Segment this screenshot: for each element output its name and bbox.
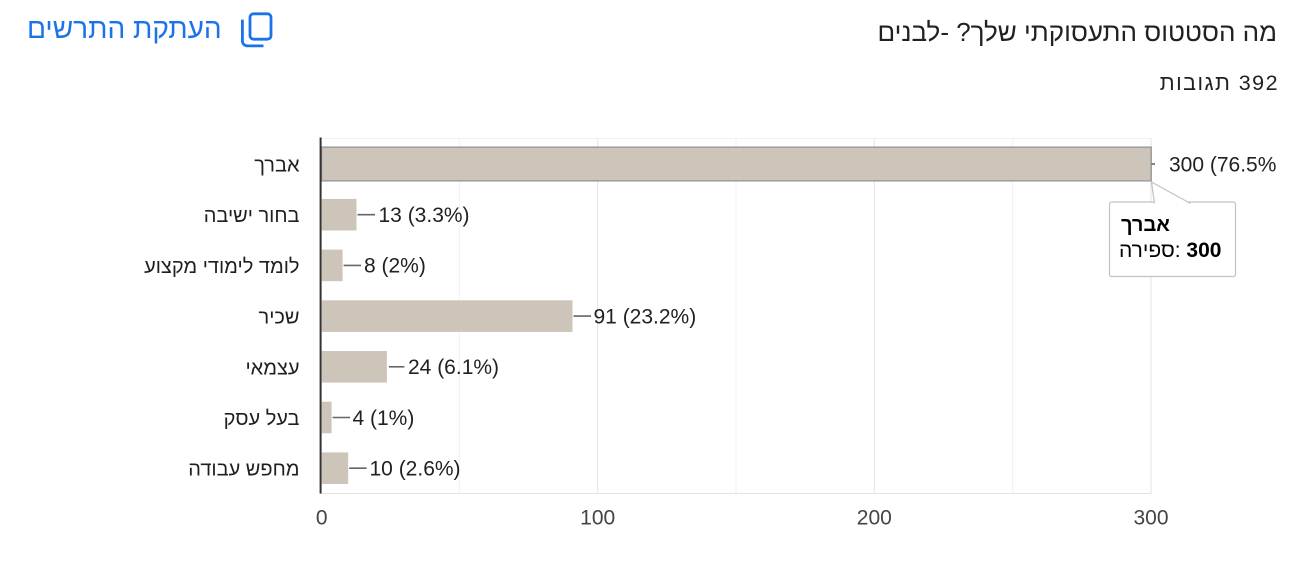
svg-text:בעל עסק: בעל עסק: [224, 408, 300, 430]
svg-text:מחפש עבודה: מחפש עבודה: [188, 459, 299, 481]
svg-text:0: 0: [316, 507, 328, 530]
svg-text:8 (2%): 8 (2%): [364, 255, 426, 278]
svg-text:אברך: אברך: [254, 155, 300, 177]
svg-text:בחור ישיבה: בחור ישיבה: [204, 205, 300, 227]
svg-text:שכיר: שכיר: [259, 307, 300, 329]
svg-text:24 (6.1%): 24 (6.1%): [408, 356, 499, 379]
svg-text:לומד לימודי מקצוע: לומד לימודי מקצוע: [144, 256, 299, 278]
svg-text:300: 300: [1133, 507, 1168, 530]
svg-text:100: 100: [580, 507, 615, 530]
svg-text:91 (23.2%): 91 (23.2%): [594, 305, 697, 328]
svg-text:200: 200: [857, 507, 892, 530]
svg-text:4 (1%): 4 (1%): [353, 407, 415, 430]
svg-text:עצמאי: עצמאי: [245, 357, 299, 379]
svg-text:300 (76.5%​: 300 (76.5%​: [1169, 153, 1276, 176]
svg-text:10 (2.6%): 10 (2.6%): [370, 458, 461, 481]
svg-text:13 (3.3%): 13 (3.3%): [379, 204, 470, 227]
